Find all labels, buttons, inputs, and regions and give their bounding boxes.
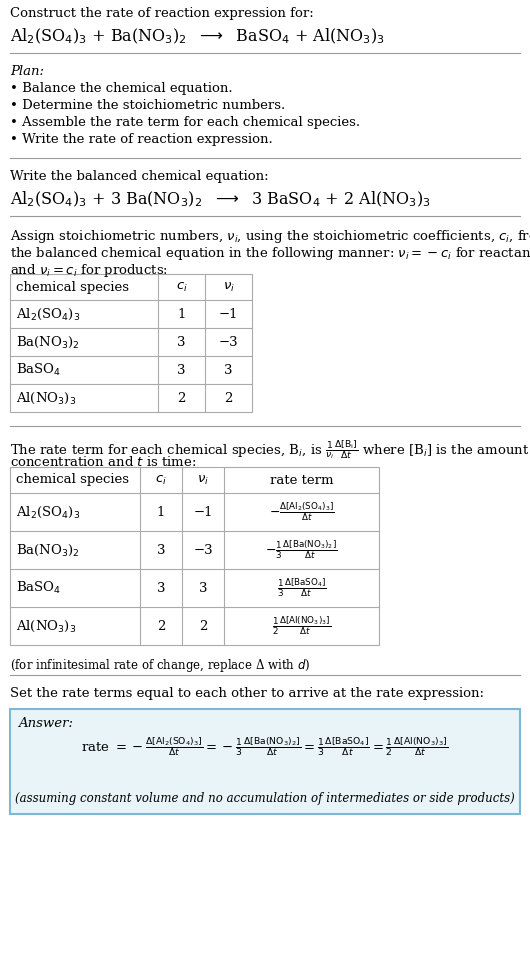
Text: $\frac{1}{3}\frac{\Delta[\mathrm{BaSO_4}]}{\Delta t}$: $\frac{1}{3}\frac{\Delta[\mathrm{BaSO_4}… xyxy=(277,576,326,600)
Text: Assign stoichiometric numbers, $\nu_i$, using the stoichiometric coefficients, $: Assign stoichiometric numbers, $\nu_i$, … xyxy=(10,228,530,245)
Text: Al$_2$(SO$_4$)$_3$: Al$_2$(SO$_4$)$_3$ xyxy=(16,505,80,519)
Text: • Write the rate of reaction expression.: • Write the rate of reaction expression. xyxy=(10,133,273,146)
Text: BaSO$_4$: BaSO$_4$ xyxy=(16,580,61,596)
Text: −3: −3 xyxy=(193,544,213,557)
FancyBboxPatch shape xyxy=(10,709,520,814)
Text: 2: 2 xyxy=(224,391,233,405)
Text: −1: −1 xyxy=(219,308,238,320)
Text: Al$_2$(SO$_4$)$_3$ + Ba(NO$_3$)$_2$  $\longrightarrow$  BaSO$_4$ + Al(NO$_3$)$_3: Al$_2$(SO$_4$)$_3$ + Ba(NO$_3$)$_2$ $\lo… xyxy=(10,27,385,46)
Text: $c_i$: $c_i$ xyxy=(175,280,188,294)
Text: 2: 2 xyxy=(199,619,207,632)
Bar xyxy=(10,274,252,412)
Text: Ba(NO$_3$)$_2$: Ba(NO$_3$)$_2$ xyxy=(16,542,80,558)
Text: Al(NO$_3$)$_3$: Al(NO$_3$)$_3$ xyxy=(16,390,76,406)
Text: −3: −3 xyxy=(219,335,238,349)
Text: 3: 3 xyxy=(199,581,207,595)
Text: 1: 1 xyxy=(157,506,165,518)
Text: 3: 3 xyxy=(224,364,233,376)
Text: The rate term for each chemical species, B$_i$, is $\frac{1}{\nu_i}\frac{\Delta[: The rate term for each chemical species,… xyxy=(10,438,529,461)
Text: $-\frac{\Delta[\mathrm{Al_2(SO_4)_3}]}{\Delta t}$: $-\frac{\Delta[\mathrm{Al_2(SO_4)_3}]}{\… xyxy=(269,501,334,523)
Text: 2: 2 xyxy=(178,391,186,405)
Text: 1: 1 xyxy=(178,308,186,320)
Text: chemical species: chemical species xyxy=(16,473,129,486)
Text: $c_i$: $c_i$ xyxy=(155,473,167,486)
Text: chemical species: chemical species xyxy=(16,280,129,293)
Text: concentration and $t$ is time:: concentration and $t$ is time: xyxy=(10,455,197,469)
Text: Al$_2$(SO$_4$)$_3$: Al$_2$(SO$_4$)$_3$ xyxy=(16,307,80,321)
Text: Answer:: Answer: xyxy=(18,717,73,730)
Text: Ba(NO$_3$)$_2$: Ba(NO$_3$)$_2$ xyxy=(16,334,80,350)
Text: $\nu_i$: $\nu_i$ xyxy=(223,280,234,294)
Text: 3: 3 xyxy=(177,335,186,349)
Text: Al$_2$(SO$_4$)$_3$ + 3 Ba(NO$_3$)$_2$  $\longrightarrow$  3 BaSO$_4$ + 2 Al(NO$_: Al$_2$(SO$_4$)$_3$ + 3 Ba(NO$_3$)$_2$ $\… xyxy=(10,190,431,210)
Text: • Balance the chemical equation.: • Balance the chemical equation. xyxy=(10,82,233,95)
Text: • Determine the stoichiometric numbers.: • Determine the stoichiometric numbers. xyxy=(10,99,285,112)
Text: Al(NO$_3$)$_3$: Al(NO$_3$)$_3$ xyxy=(16,618,76,634)
Text: $-\frac{1}{3}\frac{\Delta[\mathrm{Ba(NO_3)_2}]}{\Delta t}$: $-\frac{1}{3}\frac{\Delta[\mathrm{Ba(NO_… xyxy=(265,539,338,562)
Text: 3: 3 xyxy=(157,544,165,557)
Text: rate term: rate term xyxy=(270,473,333,486)
Text: Construct the rate of reaction expression for:: Construct the rate of reaction expressio… xyxy=(10,7,314,20)
Text: (assuming constant volume and no accumulation of intermediates or side products): (assuming constant volume and no accumul… xyxy=(15,792,515,805)
Text: • Assemble the rate term for each chemical species.: • Assemble the rate term for each chemic… xyxy=(10,116,360,129)
Text: $\nu_i$: $\nu_i$ xyxy=(197,473,209,486)
Text: the balanced chemical equation in the following manner: $\nu_i = -c_i$ for react: the balanced chemical equation in the fo… xyxy=(10,245,530,262)
Text: $\frac{1}{2}\frac{\Delta[\mathrm{Al(NO_3)_3}]}{\Delta t}$: $\frac{1}{2}\frac{\Delta[\mathrm{Al(NO_3… xyxy=(272,614,331,637)
Text: −1: −1 xyxy=(193,506,213,518)
Text: 2: 2 xyxy=(157,619,165,632)
Text: and $\nu_i = c_i$ for products:: and $\nu_i = c_i$ for products: xyxy=(10,262,168,279)
Text: Set the rate terms equal to each other to arrive at the rate expression:: Set the rate terms equal to each other t… xyxy=(10,687,484,700)
Text: 3: 3 xyxy=(177,364,186,376)
Text: BaSO$_4$: BaSO$_4$ xyxy=(16,362,61,378)
Text: rate $= -\frac{\Delta[\mathrm{Al_2(SO_4)_3}]}{\Delta t} = -\frac{1}{3}\frac{\Del: rate $= -\frac{\Delta[\mathrm{Al_2(SO_4)… xyxy=(81,736,449,759)
Text: Write the balanced chemical equation:: Write the balanced chemical equation: xyxy=(10,170,269,183)
Text: 3: 3 xyxy=(157,581,165,595)
Text: (for infinitesimal rate of change, replace Δ with $d$): (for infinitesimal rate of change, repla… xyxy=(10,657,311,674)
Bar xyxy=(10,467,379,645)
Text: Plan:: Plan: xyxy=(10,65,44,78)
